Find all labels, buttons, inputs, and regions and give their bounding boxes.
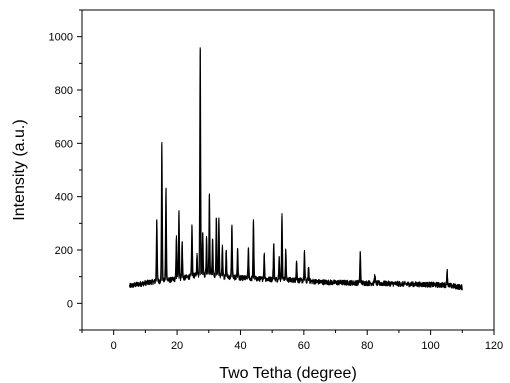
y-tick-label: 800	[55, 85, 73, 97]
y-axis-ticks: 0 200 400 600 800 1000	[49, 9, 82, 331]
x-tick-label: 0	[111, 340, 117, 352]
x-axis-label: Two Tetha (degree)	[219, 365, 357, 382]
series-group	[128, 47, 463, 291]
y-tick-label: 600	[55, 138, 73, 150]
y-tick-label: 0	[67, 298, 73, 310]
y-axis-label: Intensity (a.u.)	[11, 119, 28, 220]
y-tick-label: 1000	[49, 32, 73, 44]
x-axis-ticks: 0 20 40 60 80 100 120	[81, 330, 503, 352]
x-tick-label: 120	[485, 340, 503, 352]
x-tick-label: 40	[234, 340, 246, 352]
x-tick-label: 60	[298, 340, 310, 352]
diffraction-line	[128, 49, 463, 291]
x-tick-label: 100	[421, 340, 439, 352]
y-tick-label: 400	[55, 192, 73, 204]
x-tick-label: 20	[171, 340, 183, 352]
x-tick-label: 80	[361, 340, 373, 352]
y-tick-label: 200	[55, 245, 73, 257]
